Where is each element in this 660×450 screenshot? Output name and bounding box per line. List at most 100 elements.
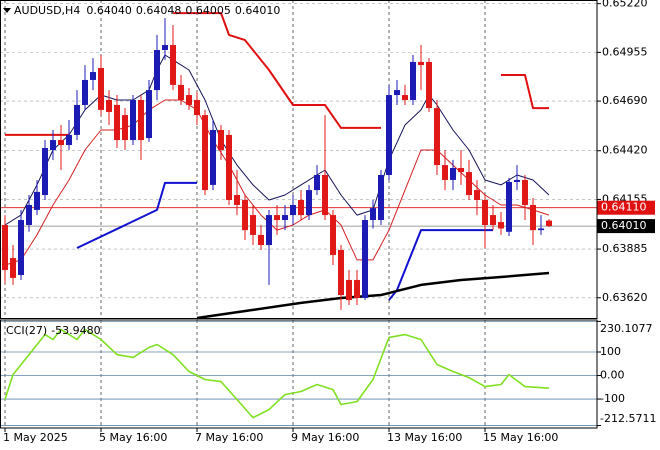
candle-body [162,45,168,50]
candle-body [314,174,320,191]
candle-body [10,258,16,278]
indicator-line [196,271,550,320]
candle-body [378,174,384,221]
price-level-label: 0.64010 [601,219,647,232]
candle-body [266,215,272,246]
candle-body [386,95,392,175]
x-tick-label: 9 May 16:00 [291,431,359,444]
candle-body [274,215,280,221]
candle-body [242,199,248,231]
candle-body [290,204,296,216]
candle-body [122,115,128,141]
candle-body [474,190,480,200]
candle-body [26,204,32,225]
candle-body [250,215,256,235]
candle-body [450,168,456,180]
candle-body [410,61,416,100]
candle-body [498,222,504,229]
candle-body [522,179,528,205]
candle-body [138,99,144,141]
candle-body [426,61,432,109]
indicator-line [5,12,549,136]
candle-body [58,140,64,146]
price-panel-frame [0,0,598,319]
candle-body [170,45,176,85]
x-tick-label: 5 May 16:00 [99,431,167,444]
candle-body [442,165,448,180]
candle-body [194,99,200,116]
x-tick-label: 15 May 16:00 [483,431,558,444]
candle-body [218,129,224,150]
candle-body [234,195,240,205]
candle-body [330,215,336,255]
ohlc-value: 0.64048 [136,4,182,17]
candle-body [2,224,8,271]
candle-body [394,90,400,96]
x-tick-label: 7 May 16:00 [195,431,263,444]
candle-body [154,49,160,91]
price-level-box [597,200,655,215]
candle-body [202,115,208,191]
candle-body [530,204,536,231]
candle-body [362,220,368,298]
x-tick-label: 1 May 2025 [3,431,68,444]
price-level-box [597,219,655,234]
y-tick-label: 0.65220 [602,0,648,10]
y-tick-label: 0.64690 [602,94,648,107]
y-tick-label: 100 [600,345,621,358]
x-tick-label: 13 May 16:00 [387,431,462,444]
indicator-title: CCI(27) [6,324,47,337]
candle-body [490,215,496,225]
candle-body [434,108,440,166]
y-tick-label: 0.64955 [602,45,648,58]
candle-body [258,234,264,246]
candle-body [226,134,232,200]
candle-body [482,199,488,225]
candle-body [506,181,512,232]
candle-body [322,174,328,216]
candle-body [186,95,192,105]
cci-panel-frame [0,319,598,429]
candle-body [466,172,472,196]
y-tick-label: 0.64420 [602,144,648,157]
ohlc-value: 0.64005 [185,4,231,17]
symbol-title: AUDUSD,H4 [14,4,80,17]
candle-body [546,220,552,227]
candle-body [178,84,184,100]
menu-triangle [3,8,11,13]
price-level-label: 0.64110 [601,201,647,214]
candle-body [210,129,216,185]
y-tick-label: -212.5711 [600,412,656,425]
y-tick-label: 0.63620 [602,291,648,304]
candle-body [402,95,408,100]
candle-body [34,191,40,210]
indicator-value: -53.9480 [51,324,100,337]
ohlc-value: 0.64040 [86,4,132,17]
cci-line [4,328,550,419]
candle-body [42,147,48,196]
candle-body [418,61,424,66]
candle-body [354,279,360,298]
candle-body [82,79,88,105]
ohlc-value: 0.64010 [235,4,281,17]
candle-body [50,140,56,150]
candle-body [130,99,136,141]
candle-body [66,134,72,146]
candle-body [282,215,288,221]
y-tick-label: 230.1077 [600,322,653,335]
y-tick-label: 0.00 [600,369,625,382]
indicator-line [76,181,493,301]
candle-body [370,208,376,221]
candle-body [114,104,120,141]
candle-body [90,72,96,80]
candle-body [18,220,24,275]
candle-body [106,99,112,112]
candle-body [338,249,344,296]
candle-body [538,228,544,231]
y-tick-label: -100 [600,392,625,405]
candle-body [98,68,104,110]
candle-body [146,90,152,139]
candle-body [346,279,352,300]
y-tick-label: 0.63885 [602,242,648,255]
